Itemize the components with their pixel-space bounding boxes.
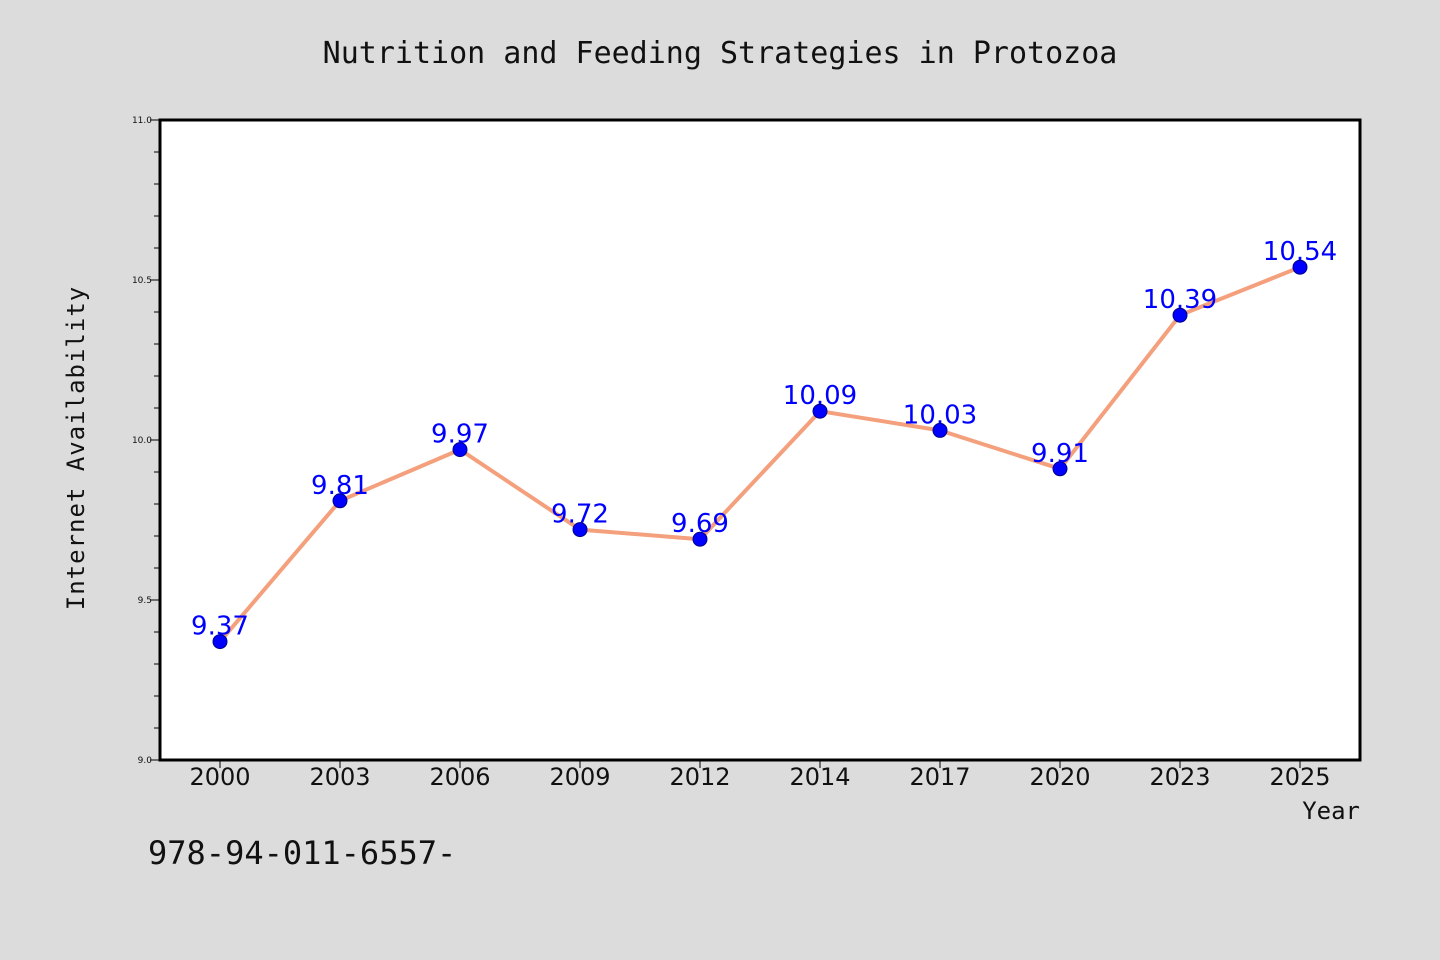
x-axis: 2000 2003 2006 2009 2012 2014 2017 2020 2023 2025 — [189, 760, 1331, 791]
y-tick-label: 10.0 — [132, 436, 152, 446]
data-label: 10.39 — [1143, 285, 1217, 315]
data-label: 10.03 — [903, 400, 977, 430]
y-tick-label: 9.0 — [138, 756, 153, 766]
data-label: 9.37 — [191, 612, 249, 642]
data-point — [1172, 307, 1188, 323]
data-point — [932, 422, 948, 438]
data-label: 9.91 — [1031, 439, 1089, 469]
data-point — [572, 522, 588, 538]
data-point — [1292, 259, 1308, 275]
y-tick-label: 9.5 — [138, 596, 152, 606]
series-line — [218, 265, 1302, 644]
series-layer — [212, 259, 1308, 650]
data-point — [452, 442, 468, 458]
data-label: 9.69 — [671, 509, 729, 539]
isbn-text: 978-94-011-6557- — [148, 834, 456, 872]
data-point — [812, 403, 828, 419]
chart-title: Nutrition and Feeding Strategies in Prot… — [323, 36, 1118, 71]
x-tick-label: 2006 — [429, 763, 490, 791]
x-tick-label: 2000 — [189, 763, 250, 791]
data-label: 10.09 — [783, 381, 857, 411]
x-tick-label: 2023 — [1149, 763, 1210, 791]
x-tick-label: 2012 — [669, 763, 730, 791]
x-tick-label: 2003 — [309, 763, 370, 791]
data-point — [1052, 461, 1068, 477]
y-tick-label: 10.5 — [132, 276, 152, 286]
y-axis: 9.0 9.5 10.0 10.5 11.0 — [132, 116, 160, 766]
y-axis-label: Internet Availability — [62, 286, 90, 610]
y-tick-label: 11.0 — [132, 116, 152, 126]
data-label: 10.54 — [1263, 237, 1337, 267]
data-label-layer: 9.37 9.81 9.97 9.72 9.69 10.09 10.03 9.91 10.39 1… — [191, 237, 1337, 641]
data-point — [212, 634, 228, 650]
data-point — [692, 531, 708, 547]
data-label: 9.72 — [551, 500, 609, 530]
x-tick-label: 2014 — [789, 763, 850, 791]
plot-area — [158, 118, 1362, 762]
data-point — [332, 493, 348, 509]
data-label: 9.97 — [431, 420, 489, 450]
data-label: 9.81 — [311, 471, 369, 501]
x-axis-label: Year — [1302, 797, 1360, 825]
x-tick-label: 2009 — [549, 763, 610, 791]
x-tick-label: 2017 — [909, 763, 970, 791]
x-tick-label: 2020 — [1029, 763, 1090, 791]
x-tick-label: 2025 — [1269, 763, 1330, 791]
